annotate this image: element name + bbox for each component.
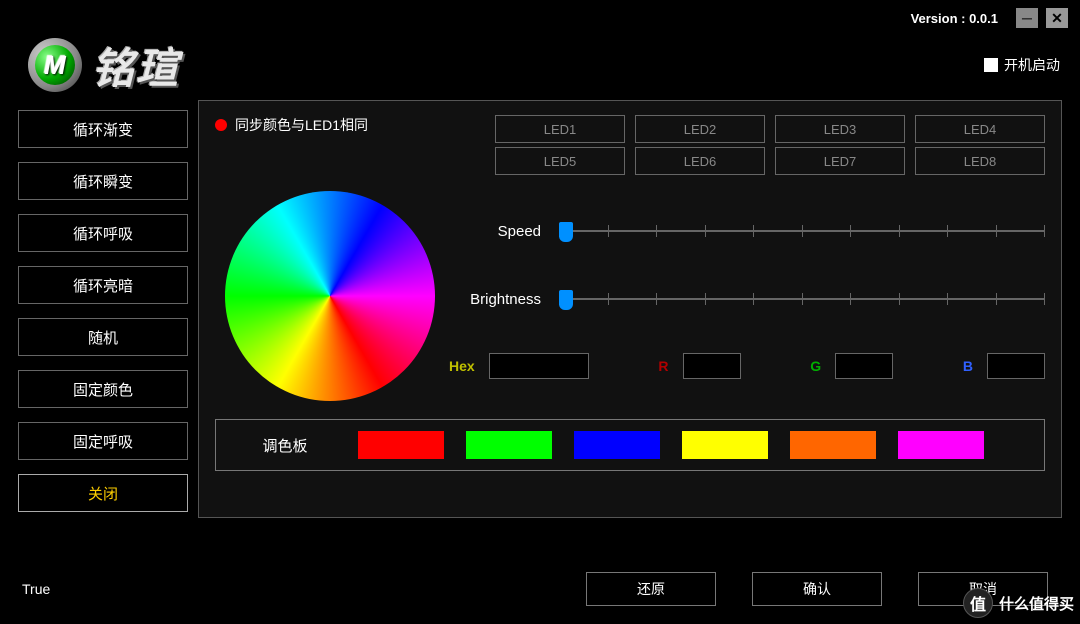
led-button-5[interactable]: LED5: [495, 147, 625, 175]
brand-text: 铭瑄: [92, 35, 180, 96]
brightness-thumb[interactable]: [559, 290, 573, 310]
reset-button[interactable]: 还原: [586, 572, 716, 606]
watermark: 值 什么值得买: [963, 588, 1074, 618]
sidebar-item-3[interactable]: 循环亮暗: [18, 266, 188, 304]
sync-dot-icon: [215, 119, 227, 131]
r-label: R: [658, 358, 668, 374]
led-button-7[interactable]: LED7: [775, 147, 905, 175]
sidebar-item-1[interactable]: 循环瞬变: [18, 162, 188, 200]
speed-label: Speed: [449, 223, 559, 240]
startup-label: 开机启动: [1004, 55, 1060, 75]
palette-swatch-2[interactable]: [574, 431, 660, 459]
brightness-label: Brightness: [449, 291, 559, 308]
palette-label: 调色板: [230, 435, 340, 456]
sidebar: 循环渐变循环瞬变循环呼吸循环亮暗随机固定颜色固定呼吸关闭: [18, 100, 188, 518]
hex-label: Hex: [449, 358, 475, 374]
palette-swatch-3[interactable]: [682, 431, 768, 459]
speed-slider-row: Speed: [449, 217, 1045, 245]
sidebar-item-0[interactable]: 循环渐变: [18, 110, 188, 148]
palette-swatch-5[interactable]: [898, 431, 984, 459]
watermark-icon: 值: [963, 588, 993, 618]
palette-swatch-4[interactable]: [790, 431, 876, 459]
startup-checkbox[interactable]: 开机启动: [984, 55, 1060, 75]
sidebar-item-5[interactable]: 固定颜色: [18, 370, 188, 408]
palette-swatch-1[interactable]: [466, 431, 552, 459]
speed-slider[interactable]: [559, 217, 1045, 245]
ok-button[interactable]: 确认: [752, 572, 882, 606]
minimize-button[interactable]: ─: [1016, 8, 1038, 28]
r-input[interactable]: [683, 353, 741, 379]
hex-input[interactable]: [489, 353, 589, 379]
led-button-8[interactable]: LED8: [915, 147, 1045, 175]
brightness-slider-row: Brightness: [449, 285, 1045, 313]
b-label: B: [963, 358, 973, 374]
led-button-4[interactable]: LED4: [915, 115, 1045, 143]
led-button-6[interactable]: LED6: [635, 147, 765, 175]
watermark-text: 什么值得买: [999, 593, 1074, 614]
logo: M 铭瑄: [28, 35, 180, 96]
speed-thumb[interactable]: [559, 222, 573, 242]
sidebar-item-7[interactable]: 关闭: [18, 474, 188, 512]
header: M 铭瑄 开机启动: [0, 30, 1080, 100]
version-label: Version : 0.0.1: [911, 11, 998, 26]
sidebar-item-4[interactable]: 随机: [18, 318, 188, 356]
brightness-slider[interactable]: [559, 285, 1045, 313]
titlebar: Version : 0.0.1 ─ ✕: [0, 0, 1080, 30]
sidebar-item-6[interactable]: 固定呼吸: [18, 422, 188, 460]
footer: True 还原 确认 取消: [0, 554, 1080, 624]
status-text: True: [22, 581, 50, 597]
logo-icon: M: [28, 38, 82, 92]
main-panel: 同步颜色与LED1相同 LED1 LED2 LED3 LED4 LED5 LED6 LED7…: [198, 100, 1062, 518]
sidebar-item-2[interactable]: 循环呼吸: [18, 214, 188, 252]
b-input[interactable]: [987, 353, 1045, 379]
palette: 调色板: [215, 419, 1045, 471]
sync-indicator[interactable]: 同步颜色与LED1相同: [215, 115, 368, 135]
g-input[interactable]: [835, 353, 893, 379]
sync-label: 同步颜色与LED1相同: [235, 115, 368, 135]
checkbox-icon: [984, 58, 998, 72]
led-button-3[interactable]: LED3: [775, 115, 905, 143]
palette-swatch-0[interactable]: [358, 431, 444, 459]
led-button-1[interactable]: LED1: [495, 115, 625, 143]
close-button[interactable]: ✕: [1046, 8, 1068, 28]
led-button-2[interactable]: LED2: [635, 115, 765, 143]
color-wheel[interactable]: [225, 191, 435, 401]
g-label: G: [810, 358, 821, 374]
led-grid: LED1 LED2 LED3 LED4 LED5 LED6 LED7 LED8: [495, 115, 1045, 175]
